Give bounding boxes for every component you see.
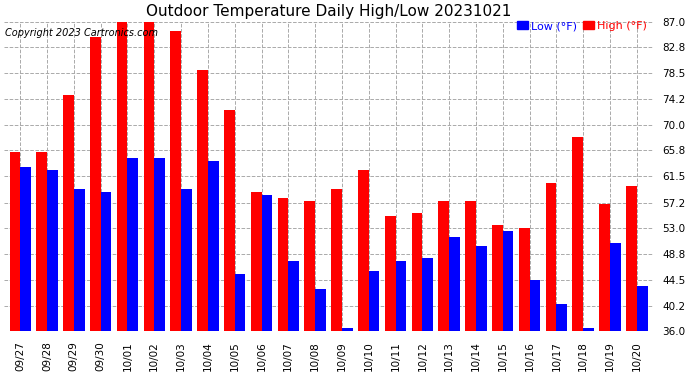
Bar [449, 237, 460, 331]
Bar [368, 270, 380, 331]
Bar [74, 189, 85, 331]
Bar [492, 225, 503, 331]
Bar [331, 189, 342, 331]
Bar [342, 328, 353, 331]
Bar [90, 37, 101, 331]
Bar [519, 228, 529, 331]
Bar [465, 201, 476, 331]
Bar [529, 280, 540, 331]
Bar [637, 286, 647, 331]
Bar [358, 170, 368, 331]
Bar [304, 201, 315, 331]
Bar [546, 183, 556, 331]
Legend: Low (°F), High (°F): Low (°F), High (°F) [517, 21, 647, 31]
Bar [583, 328, 594, 331]
Bar [197, 70, 208, 331]
Bar [235, 274, 246, 331]
Bar [128, 158, 138, 331]
Bar [208, 161, 219, 331]
Bar [385, 216, 395, 331]
Bar [63, 94, 74, 331]
Bar [422, 258, 433, 331]
Bar [117, 22, 128, 331]
Text: Copyright 2023 Cartronics.com: Copyright 2023 Cartronics.com [6, 28, 159, 38]
Bar [610, 243, 621, 331]
Bar [288, 261, 299, 331]
Bar [250, 192, 262, 331]
Bar [181, 189, 192, 331]
Bar [277, 198, 288, 331]
Bar [503, 231, 513, 331]
Bar [412, 213, 422, 331]
Bar [224, 110, 235, 331]
Bar [20, 167, 31, 331]
Bar [144, 21, 155, 331]
Bar [626, 186, 637, 331]
Bar [573, 137, 583, 331]
Bar [395, 261, 406, 331]
Bar [556, 304, 567, 331]
Bar [438, 201, 449, 331]
Bar [155, 158, 165, 331]
Bar [170, 31, 181, 331]
Bar [476, 246, 486, 331]
Bar [599, 204, 610, 331]
Title: Outdoor Temperature Daily High/Low 20231021: Outdoor Temperature Daily High/Low 20231… [146, 4, 511, 19]
Bar [10, 152, 20, 331]
Bar [101, 192, 111, 331]
Bar [315, 289, 326, 331]
Bar [47, 170, 58, 331]
Bar [262, 195, 273, 331]
Bar [37, 152, 47, 331]
